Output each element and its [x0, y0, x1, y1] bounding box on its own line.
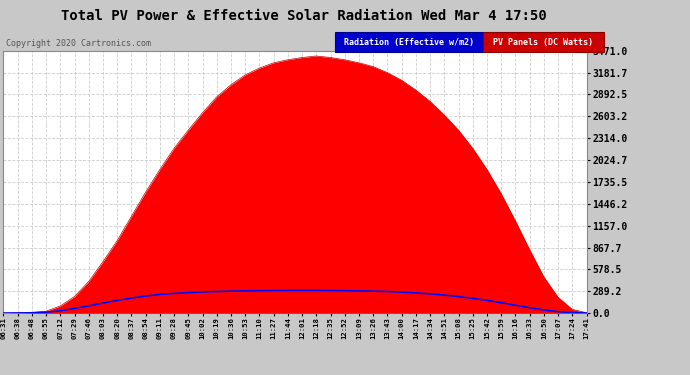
Text: Radiation (Effective w/m2): Radiation (Effective w/m2)	[344, 38, 474, 46]
Text: Total PV Power & Effective Solar Radiation Wed Mar 4 17:50: Total PV Power & Effective Solar Radiati…	[61, 9, 546, 23]
Text: PV Panels (DC Watts): PV Panels (DC Watts)	[493, 38, 593, 46]
Text: Copyright 2020 Cartronics.com: Copyright 2020 Cartronics.com	[6, 39, 150, 48]
